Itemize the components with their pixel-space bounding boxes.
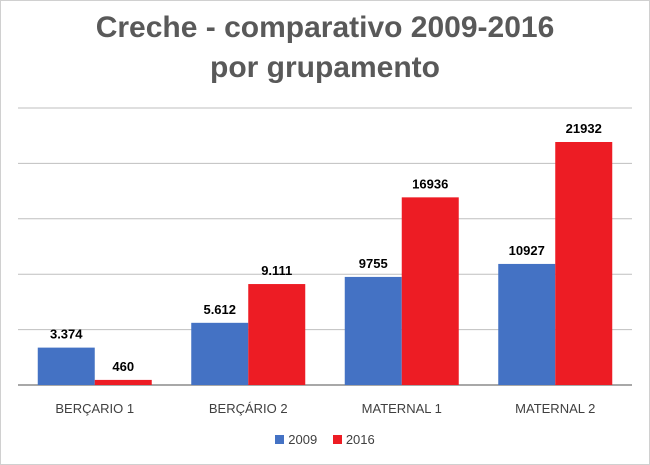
bar-2016-3	[401, 197, 459, 385]
data-label-2016-1: 460	[112, 359, 134, 374]
data-label-2009-2: 5.612	[203, 302, 236, 317]
bar-2009-1	[37, 347, 95, 385]
data-label-2009-4: 10927	[509, 243, 545, 258]
bar-2016-4	[555, 141, 613, 385]
bar-2009-3	[344, 276, 402, 385]
x-tick-label: BERÇÁRIO 2	[209, 401, 288, 416]
chart-title-line-1: Creche - comparativo 2009-2016	[95, 11, 555, 44]
legend-label-2016: 2016	[345, 432, 375, 447]
x-tick-label: MATERNAL 2	[515, 401, 595, 416]
data-label-2016-4: 21932	[566, 121, 602, 136]
x-tick-label: BERÇARIO 1	[55, 401, 134, 416]
data-label-2009-3: 9755	[359, 256, 388, 271]
legend-item-2009: 2009	[275, 432, 317, 447]
data-label-2016-3: 16936	[412, 176, 448, 191]
data-label-2009-1: 3.374	[50, 327, 83, 342]
legend-label-2009: 2009	[288, 432, 318, 447]
legend: 2009 2016	[0, 432, 650, 447]
bar-2009-2	[191, 322, 249, 385]
x-tick-label: MATERNAL 1	[362, 401, 442, 416]
chart-title: Creche - comparativo 2009-2016 por grupa…	[0, 8, 650, 88]
chart-title-line-2: por grupamento	[210, 51, 440, 84]
legend-swatch-2016	[332, 435, 342, 445]
legend-swatch-2009	[275, 435, 285, 445]
data-label-2016-2: 9.111	[261, 263, 292, 278]
bar-2016-1	[94, 379, 152, 385]
bar-2016-2	[248, 284, 306, 385]
legend-item-2016: 2016	[332, 432, 375, 447]
bar-2009-4	[498, 263, 556, 385]
